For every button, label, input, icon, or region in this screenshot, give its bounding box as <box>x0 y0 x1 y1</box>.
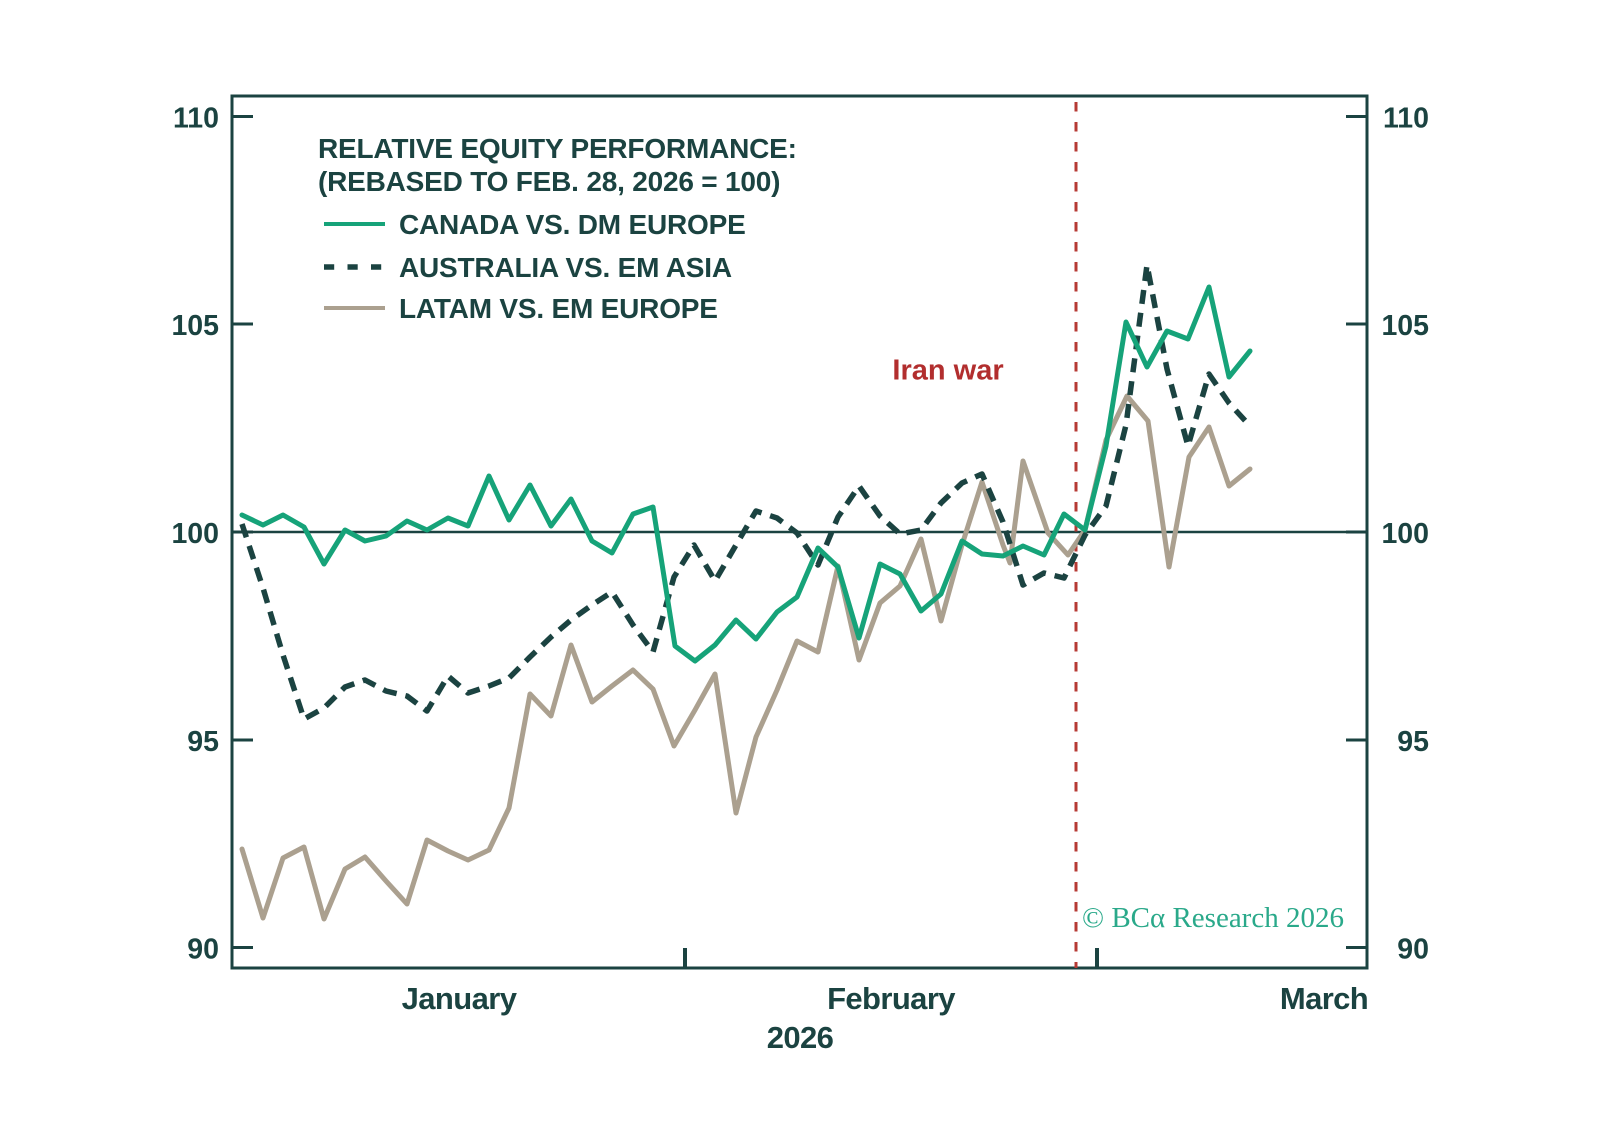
svg-text:110: 110 <box>173 102 219 134</box>
svg-text:90: 90 <box>1397 933 1429 965</box>
svg-text:95: 95 <box>187 726 219 758</box>
svg-text:110: 110 <box>1383 102 1429 134</box>
svg-text:January: January <box>402 981 518 1016</box>
svg-text:LATAM VS. EM EUROPE: LATAM VS. EM EUROPE <box>399 293 718 324</box>
svg-text:© BCα Research 2026: © BCα Research 2026 <box>1082 902 1344 934</box>
svg-text:Iran war: Iran war <box>892 355 1003 387</box>
svg-text:2026: 2026 <box>767 1020 834 1055</box>
svg-text:(REBASED TO FEB. 28, 2026 = 10: (REBASED TO FEB. 28, 2026 = 100) <box>318 166 780 197</box>
svg-text:100: 100 <box>171 518 219 550</box>
svg-text:95: 95 <box>1397 726 1429 758</box>
svg-text:105: 105 <box>1381 310 1429 342</box>
svg-text:AUSTRALIA VS. EM ASIA: AUSTRALIA VS. EM ASIA <box>399 252 732 283</box>
svg-text:100: 100 <box>1381 518 1429 550</box>
svg-text:March: March <box>1280 981 1368 1016</box>
svg-text:February: February <box>827 981 956 1016</box>
svg-text:90: 90 <box>187 933 219 965</box>
svg-text:CANADA VS. DM EUROPE: CANADA VS. DM EUROPE <box>399 209 746 240</box>
svg-text:RELATIVE EQUITY PERFORMANCE:: RELATIVE EQUITY PERFORMANCE: <box>318 133 797 164</box>
svg-text:105: 105 <box>171 310 219 342</box>
